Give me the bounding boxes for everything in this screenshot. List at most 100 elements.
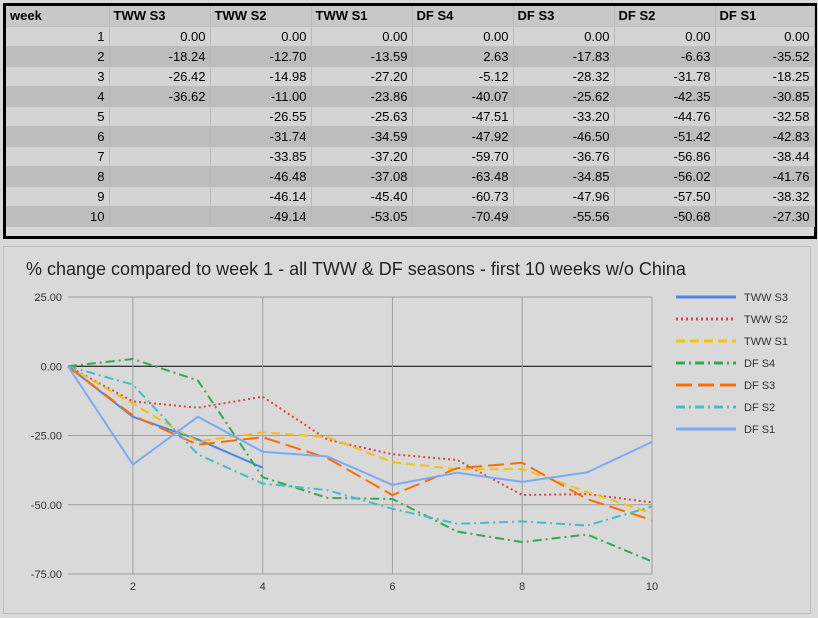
table-cell[interactable]: -59.70 bbox=[412, 146, 514, 167]
table-cell[interactable]: -17.83 bbox=[513, 46, 615, 67]
table-cell[interactable]: -57.50 bbox=[614, 186, 716, 207]
column-header[interactable]: TWW S2 bbox=[210, 6, 312, 27]
table-cell[interactable]: -32.58 bbox=[715, 106, 815, 127]
table-cell[interactable]: -47.92 bbox=[412, 126, 514, 147]
table-row: 4 -36.62 -11.00 -23.86 -40.07 -25.62 -42.35 -30… bbox=[6, 86, 815, 107]
table-cell[interactable]: -26.55 bbox=[210, 106, 312, 127]
week-cell[interactable]: 2 bbox=[6, 46, 110, 67]
table-cell[interactable]: 0.00 bbox=[210, 26, 312, 47]
column-header[interactable]: DF S2 bbox=[614, 6, 716, 27]
table-cell[interactable]: -25.63 bbox=[311, 106, 413, 127]
column-header[interactable]: TWW S3 bbox=[109, 6, 211, 27]
table-cell[interactable]: -26.42 bbox=[109, 66, 211, 87]
week-cell[interactable]: 4 bbox=[6, 86, 110, 107]
table-cell[interactable]: 0.00 bbox=[109, 26, 211, 47]
table-cell[interactable]: -46.14 bbox=[210, 186, 312, 207]
table-cell[interactable]: -36.76 bbox=[513, 146, 615, 167]
table-cell[interactable]: -33.85 bbox=[210, 146, 312, 167]
column-header[interactable]: week bbox=[6, 6, 110, 27]
table-cell[interactable]: -34.59 bbox=[311, 126, 413, 147]
x-tick-label: 4 bbox=[260, 581, 266, 593]
table-cell[interactable]: -38.44 bbox=[715, 146, 815, 167]
table-cell[interactable]: -18.25 bbox=[715, 66, 815, 87]
week-cell[interactable]: 10 bbox=[6, 206, 110, 227]
table-cell[interactable]: -28.32 bbox=[513, 66, 615, 87]
table-cell[interactable]: -35.52 bbox=[715, 46, 815, 67]
table-cell[interactable]: -34.85 bbox=[513, 166, 615, 187]
table-cell[interactable] bbox=[109, 106, 211, 127]
week-cell[interactable]: 3 bbox=[6, 66, 110, 87]
table-cell[interactable]: -44.76 bbox=[614, 106, 716, 127]
week-cell[interactable]: 7 bbox=[6, 146, 110, 167]
table-cell[interactable]: -18.24 bbox=[109, 46, 211, 67]
table-cell[interactable]: 2.63 bbox=[412, 46, 514, 67]
table-cell[interactable] bbox=[109, 166, 211, 187]
column-header[interactable]: DF S4 bbox=[412, 6, 514, 27]
table-cell[interactable]: -31.78 bbox=[614, 66, 716, 87]
table-cell[interactable]: -60.73 bbox=[412, 186, 514, 207]
table-cell[interactable]: 0.00 bbox=[715, 26, 815, 47]
column-header[interactable]: DF S1 bbox=[715, 6, 815, 27]
table-cell[interactable]: -14.98 bbox=[210, 66, 312, 87]
table-cell[interactable] bbox=[109, 126, 211, 147]
table-cell[interactable]: -47.96 bbox=[513, 186, 615, 207]
table-cell[interactable]: -31.74 bbox=[210, 126, 312, 147]
table-cell[interactable]: -13.59 bbox=[311, 46, 413, 67]
table-cell[interactable] bbox=[109, 146, 211, 167]
table-row: 9 -46.14 -45.40 -60.73 -47.96 -57.50 -38.32 bbox=[6, 186, 815, 207]
table-cell[interactable]: -55.56 bbox=[513, 206, 615, 227]
table-cell[interactable]: -6.63 bbox=[614, 46, 716, 67]
table-cell[interactable]: -41.76 bbox=[715, 166, 815, 187]
table-cell[interactable]: -30.85 bbox=[715, 86, 815, 107]
week-cell[interactable]: 9 bbox=[6, 186, 110, 207]
line-chart: 25.00 0.00 -25.00 -50.00 -75.00 2 4 6 8 10 TWW S3 T… bbox=[31, 292, 788, 593]
week-cell[interactable]: 8 bbox=[6, 166, 110, 187]
table-cell[interactable]: 0.00 bbox=[412, 26, 514, 47]
table-cell[interactable]: -56.02 bbox=[614, 166, 716, 187]
table-cell[interactable] bbox=[109, 206, 211, 227]
chart-panel[interactable]: % change compared to week 1 - all TWW & … bbox=[3, 246, 811, 614]
table-cell[interactable]: -37.08 bbox=[311, 166, 413, 187]
table-cell[interactable]: -49.14 bbox=[210, 206, 312, 227]
table-cell[interactable]: -23.86 bbox=[311, 86, 413, 107]
table-cell[interactable]: -46.50 bbox=[513, 126, 615, 147]
table-cell[interactable]: -38.32 bbox=[715, 186, 815, 207]
table-cell[interactable]: -12.70 bbox=[210, 46, 312, 67]
table-cell[interactable]: -42.83 bbox=[715, 126, 815, 147]
table-cell[interactable]: -27.20 bbox=[311, 66, 413, 87]
table-cell[interactable]: -27.30 bbox=[715, 206, 815, 227]
table-row: 5 -26.55 -25.63 -47.51 -33.20 -44.76 -32.58 bbox=[6, 106, 815, 127]
table-cell[interactable]: -45.40 bbox=[311, 186, 413, 207]
table-cell[interactable]: -42.35 bbox=[614, 86, 716, 107]
week-cell[interactable]: 6 bbox=[6, 126, 110, 147]
table-cell[interactable]: -53.05 bbox=[311, 206, 413, 227]
table-cell[interactable]: -46.48 bbox=[210, 166, 312, 187]
data-table: week TWW S3 TWW S2 TWW S1 DF S4 DF S3 DF S2 DF … bbox=[6, 6, 815, 227]
table-body: 1 0.00 0.00 0.00 0.00 0.00 0.00 0.00 2 -18.24 -12.… bbox=[6, 26, 815, 227]
column-header[interactable]: TWW S1 bbox=[311, 6, 413, 27]
table-cell[interactable]: -47.51 bbox=[412, 106, 514, 127]
table-cell[interactable]: -63.48 bbox=[412, 166, 514, 187]
x-tick-label: 10 bbox=[646, 581, 658, 593]
table-cell[interactable]: -40.07 bbox=[412, 86, 514, 107]
table-cell[interactable]: -25.62 bbox=[513, 86, 615, 107]
table-cell[interactable]: -36.62 bbox=[109, 86, 211, 107]
column-header[interactable]: DF S3 bbox=[513, 6, 615, 27]
table-cell[interactable]: -11.00 bbox=[210, 86, 312, 107]
legend-label-df-s2: DF S2 bbox=[744, 402, 775, 414]
table-cell[interactable]: 0.00 bbox=[614, 26, 716, 47]
table-cell[interactable]: -56.86 bbox=[614, 146, 716, 167]
y-tick-label: -50.00 bbox=[31, 500, 62, 512]
table-cell[interactable]: -50.68 bbox=[614, 206, 716, 227]
week-cell[interactable]: 5 bbox=[6, 106, 110, 127]
table-cell[interactable]: -70.49 bbox=[412, 206, 514, 227]
table-cell[interactable] bbox=[109, 186, 211, 207]
table-cell[interactable]: -51.42 bbox=[614, 126, 716, 147]
table-cell[interactable]: -33.20 bbox=[513, 106, 615, 127]
table-cell[interactable]: -37.20 bbox=[311, 146, 413, 167]
table-cell[interactable]: 0.00 bbox=[513, 26, 615, 47]
y-tick-label: 25.00 bbox=[34, 292, 62, 304]
table-cell[interactable]: 0.00 bbox=[311, 26, 413, 47]
week-cell[interactable]: 1 bbox=[6, 26, 110, 47]
table-cell[interactable]: -5.12 bbox=[412, 66, 514, 87]
